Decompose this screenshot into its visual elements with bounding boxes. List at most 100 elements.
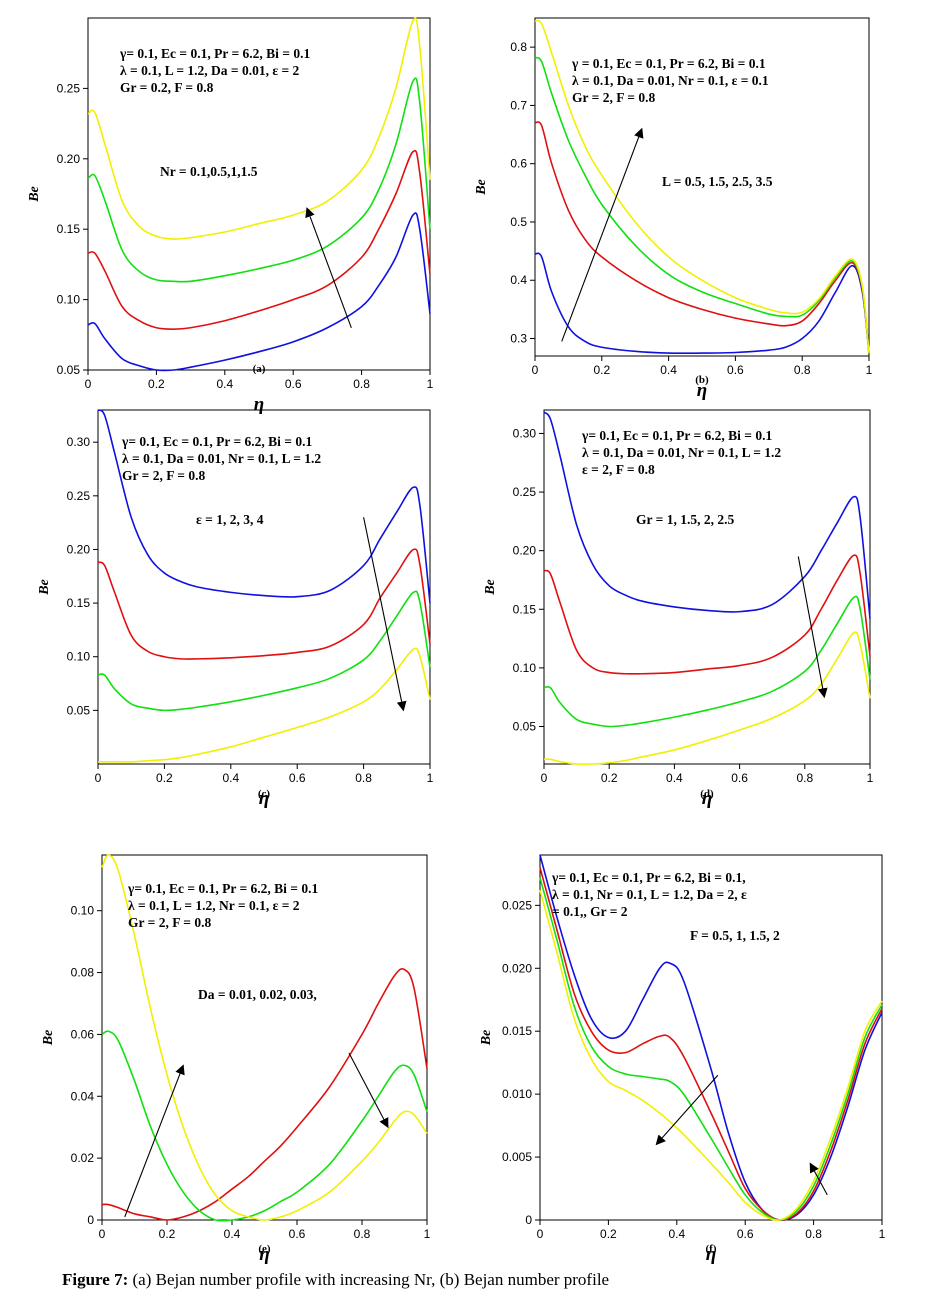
y-tick-label: 0.15 xyxy=(67,596,91,610)
panel-label: (b) xyxy=(695,374,709,386)
y-axis-label: Be xyxy=(41,1030,56,1047)
y-tick-label: 0.10 xyxy=(67,650,91,664)
chart-panel-f: 0 0.2 0.4 0.6 0.8 1 0 0.005 0.010 0.015 0.020 0.025… xyxy=(479,854,886,1265)
parameter-annotation: Gr = 2, F = 0.8 xyxy=(572,90,656,105)
x-tick-label: 0.4 xyxy=(224,1227,241,1241)
x-tick-label: 0.2 xyxy=(601,771,618,785)
x-tick-label: 0.2 xyxy=(593,363,610,377)
varied-parameter-label: F = 0.5, 1, 1.5, 2 xyxy=(690,928,780,943)
x-tick-label: 0.6 xyxy=(289,1227,306,1241)
x-tick-label: 0 xyxy=(537,1227,544,1241)
y-tick-label: 0.015 xyxy=(502,1024,532,1038)
x-axis-label: η xyxy=(697,380,707,401)
plot-frame xyxy=(87,17,431,371)
parameter-annotation: Gr = 0.2, F = 0.8 xyxy=(120,80,214,95)
x-tick-label: 1 xyxy=(867,771,874,785)
parameter-annotation: γ= 0.1, Ec = 0.1, Pr = 6.2, Bi = 0.1, xyxy=(551,870,746,885)
y-tick-label: 0.7 xyxy=(510,98,527,112)
trend-arrow xyxy=(124,1064,185,1218)
y-tick-label: 0.025 xyxy=(502,898,532,912)
parameter-annotation: λ = 0.1, Da = 0.01, Nr = 0.1, ε = 0.1 xyxy=(572,73,769,88)
parameter-annotation: λ = 0.1, L = 1.2, Nr = 0.1, ε = 2 xyxy=(128,898,300,913)
series-line-green xyxy=(87,77,431,283)
varied-parameter-label: Nr = 0.1,0.5,1,1.5 xyxy=(160,164,258,179)
x-tick-label: 0.2 xyxy=(159,1227,176,1241)
chart-panel-b: 0 0.2 0.4 0.6 0.8 1 0.3 0.4 0.5 0.6 0.7 0.8 η Be γ = 0… xyxy=(474,17,873,401)
panel-label: (d) xyxy=(700,788,714,800)
y-tick-label: 0.10 xyxy=(513,661,537,675)
y-tick-label: 0.25 xyxy=(57,81,81,95)
chart-panel-a: 0 0.2 0.4 0.6 0.8 1 0.05 0.10 0.15 0.20 0.25 η Be γ= … xyxy=(27,17,434,415)
parameter-annotation: λ = 0.1, Da = 0.01, Nr = 0.1, L = 1.2 xyxy=(582,445,781,460)
y-tick-label: 0.25 xyxy=(67,489,91,503)
x-tick-label: 0.8 xyxy=(353,377,370,391)
series-line-green xyxy=(97,590,431,712)
x-axis-label: η xyxy=(254,394,264,415)
y-tick-label: 0.10 xyxy=(57,293,81,307)
series-line-red xyxy=(534,121,870,354)
y-tick-label: 0.25 xyxy=(513,485,537,499)
plot-frame xyxy=(539,854,883,1221)
series-line-yellow xyxy=(543,631,871,766)
trend-arrow xyxy=(797,556,828,699)
parameter-annotation: λ = 0.1, Da = 0.01, Nr = 0.1, L = 1.2 xyxy=(122,451,321,466)
series-line-red xyxy=(101,967,428,1221)
y-tick-label: 0.30 xyxy=(513,426,537,440)
x-tick-label: 1 xyxy=(427,771,434,785)
y-tick-label: 0 xyxy=(87,1213,94,1227)
x-tick-label: 1 xyxy=(879,1227,886,1241)
series-line-yellow xyxy=(98,647,431,763)
series-line-blue xyxy=(539,854,883,1221)
x-tick-label: 1 xyxy=(424,1227,431,1241)
y-tick-label: 0.20 xyxy=(57,152,81,166)
y-tick-label: 0.30 xyxy=(67,435,91,449)
x-tick-label: 0.8 xyxy=(796,771,813,785)
y-tick-label: 0.20 xyxy=(67,542,91,556)
x-axis-label: η xyxy=(259,1244,269,1265)
x-tick-label: 1 xyxy=(427,377,434,391)
x-tick-label: 0.4 xyxy=(666,771,683,785)
parameter-annotation: Gr = 2, F = 0.8 xyxy=(122,468,206,483)
x-axis-label: η xyxy=(259,788,269,809)
y-tick-label: 0.20 xyxy=(513,544,537,558)
x-tick-label: 0.6 xyxy=(285,377,302,391)
parameter-annotation: γ= 0.1, Ec = 0.1, Pr = 6.2, Bi = 0.1 xyxy=(581,428,772,443)
y-tick-label: 0.4 xyxy=(510,273,527,287)
y-tick-label: 0.005 xyxy=(502,1150,532,1164)
x-tick-label: 1 xyxy=(866,363,873,377)
y-tick-label: 0.04 xyxy=(71,1089,95,1103)
y-axis-label: Be xyxy=(479,1030,494,1047)
x-tick-label: 0.2 xyxy=(148,377,165,391)
caption-label: Figure 7: xyxy=(62,1270,129,1289)
y-tick-label: 0 xyxy=(525,1213,532,1227)
x-tick-label: 0.4 xyxy=(216,377,233,391)
series-line-yellow xyxy=(539,890,883,1222)
y-tick-label: 0.010 xyxy=(502,1087,532,1101)
y-tick-label: 0.6 xyxy=(510,157,527,171)
series-line-blue xyxy=(87,212,431,372)
x-tick-label: 0.2 xyxy=(156,771,173,785)
x-tick-label: 0 xyxy=(99,1227,106,1241)
y-tick-label: 0.08 xyxy=(71,966,95,980)
parameter-annotation: γ= 0.1, Ec = 0.1, Pr = 6.2, Bi = 0.1 xyxy=(121,434,312,449)
chart-panel-c: 0 0.2 0.4 0.6 0.8 1 0.05 0.10 0.15 0.20 0.25 0.30 η B… xyxy=(37,409,434,809)
x-tick-label: 0.8 xyxy=(354,1227,371,1241)
y-tick-label: 0.06 xyxy=(71,1027,95,1041)
series-line-blue xyxy=(534,252,870,355)
y-tick-label: 0.8 xyxy=(510,40,527,54)
x-tick-label: 0.6 xyxy=(727,363,744,377)
trend-arrow xyxy=(655,1074,719,1146)
y-tick-label: 0.15 xyxy=(513,602,537,616)
parameter-annotation: = 0.1,, Gr = 2 xyxy=(552,904,628,919)
y-tick-label: 0.05 xyxy=(513,719,537,733)
y-tick-label: 0.5 xyxy=(510,215,527,229)
y-tick-label: 0.020 xyxy=(502,961,532,975)
x-tick-label: 0.6 xyxy=(289,771,306,785)
parameter-annotation: ε = 2, F = 0.8 xyxy=(582,462,655,477)
series-line-green xyxy=(101,1030,428,1222)
series-line-red xyxy=(543,554,871,675)
series-line-blue xyxy=(543,411,871,619)
series-line-red xyxy=(539,867,883,1221)
x-tick-label: 0.2 xyxy=(600,1227,617,1241)
